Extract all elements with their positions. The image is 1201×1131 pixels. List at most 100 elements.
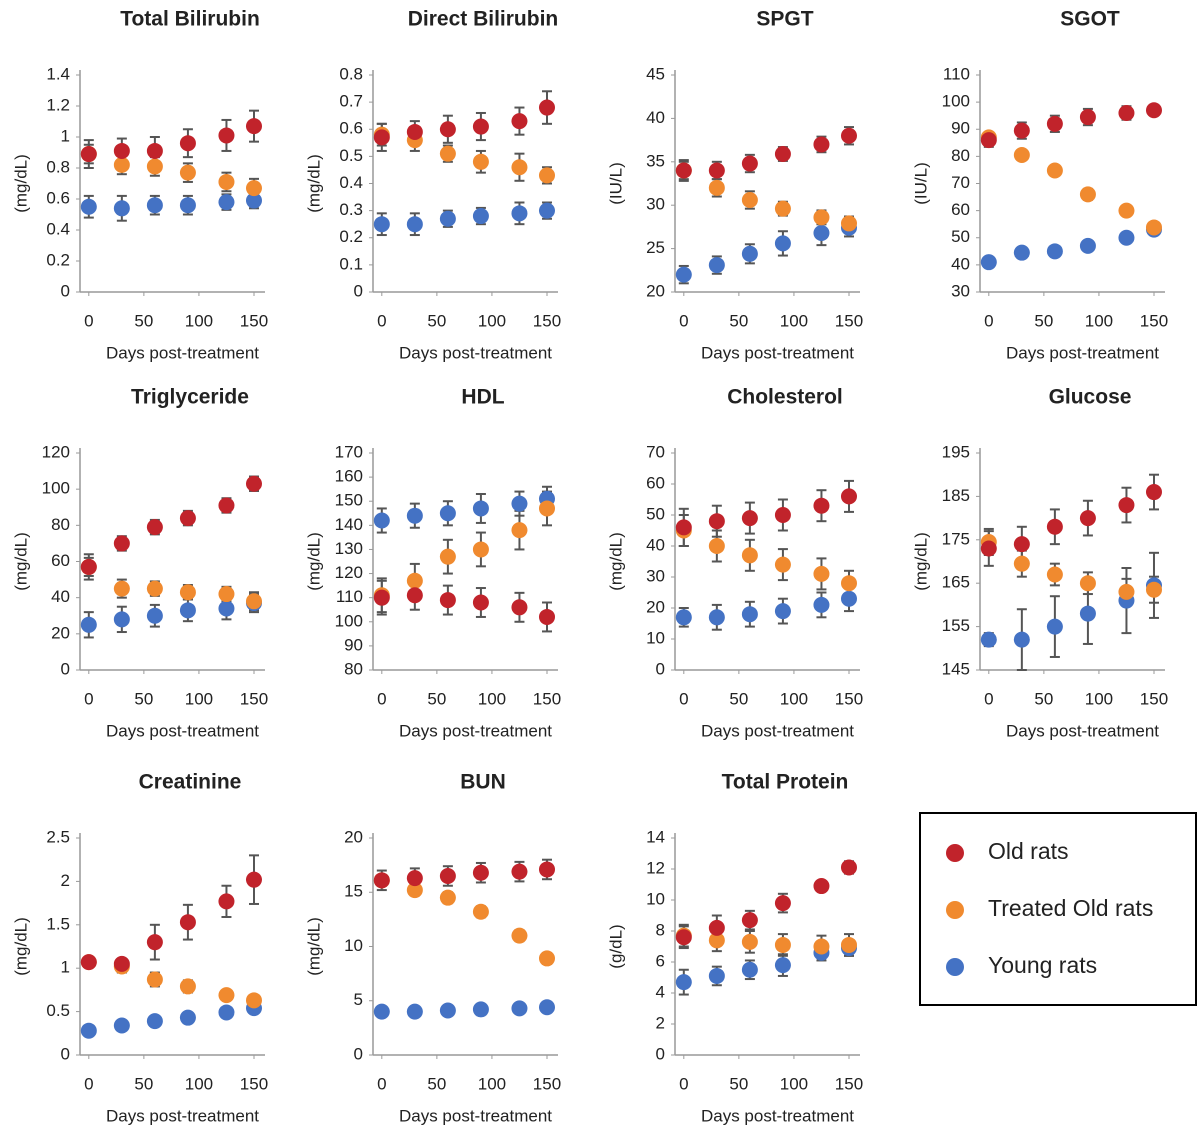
x-tick-label: 0 xyxy=(84,1074,93,1093)
data-point: Young rats xyxy=(1079,605,1096,622)
data-point: Old rats xyxy=(146,934,163,951)
data-point: Old rats xyxy=(406,123,423,140)
data-point: Young rats xyxy=(708,257,725,274)
x-tick-label: 150 xyxy=(835,689,863,708)
y-tick-label: 60 xyxy=(951,200,970,219)
data-point: Old rats xyxy=(80,954,97,971)
data-point: Old rats xyxy=(373,872,390,889)
data-point: Treated Old rats xyxy=(511,927,528,944)
y-tick-label: 195 xyxy=(942,442,970,461)
data-point: Young rats xyxy=(113,611,130,628)
y-tick-label: 20 xyxy=(51,623,70,642)
data-point: Young rats xyxy=(472,208,489,225)
data-point: Young rats xyxy=(511,1000,528,1017)
chart-title: Creatinine xyxy=(139,771,242,794)
data-point: Treated Old rats xyxy=(1079,575,1096,592)
y-axis-label: (IU/L) xyxy=(606,162,625,205)
y-tick-label: 0.6 xyxy=(46,188,70,207)
x-tick-label: 50 xyxy=(134,311,153,330)
y-tick-label: 45 xyxy=(646,64,665,83)
data-point: Old rats xyxy=(245,871,262,888)
data-point: Old rats xyxy=(373,589,390,606)
y-tick-label: 0.2 xyxy=(339,227,363,246)
x-axis-label: Days post-treatment xyxy=(1006,343,1159,362)
data-point: Treated Old rats xyxy=(538,500,555,517)
data-point: Old rats xyxy=(511,863,528,880)
data-point: Treated Old rats xyxy=(511,522,528,539)
y-tick-label: 2 xyxy=(61,871,70,890)
legend-marker xyxy=(946,958,964,976)
x-axis-label: Days post-treatment xyxy=(701,343,854,362)
y-tick-label: 30 xyxy=(951,281,970,300)
y-tick-label: 25 xyxy=(646,238,665,257)
data-point: Treated Old rats xyxy=(113,580,130,597)
y-tick-label: 80 xyxy=(344,659,363,678)
data-point: Old rats xyxy=(146,519,163,536)
data-point: Treated Old rats xyxy=(774,556,791,573)
x-tick-label: 100 xyxy=(1085,311,1113,330)
data-point: Old rats xyxy=(538,99,555,116)
data-point: Old rats xyxy=(774,145,791,162)
y-tick-label: 175 xyxy=(942,529,970,548)
data-point: Young rats xyxy=(675,609,692,626)
data-point: Young rats xyxy=(179,1009,196,1026)
y-tick-label: 0 xyxy=(354,1044,363,1063)
data-point: Old rats xyxy=(218,497,235,514)
y-tick-label: 4 xyxy=(656,982,665,1001)
x-tick-label: 100 xyxy=(185,1074,213,1093)
data-point: Treated Old rats xyxy=(813,938,830,955)
y-tick-label: 90 xyxy=(344,635,363,654)
y-axis-label: (mg/dL) xyxy=(304,532,323,591)
y-tick-label: 0.8 xyxy=(339,64,363,83)
data-point: Treated Old rats xyxy=(1145,581,1162,598)
data-point: Young rats xyxy=(774,235,791,252)
data-point: Young rats xyxy=(980,254,997,271)
x-tick-label: 0 xyxy=(377,1074,386,1093)
chart-title: BUN xyxy=(460,771,506,794)
y-axis-label: (mg/dL) xyxy=(11,154,30,213)
data-point: Young rats xyxy=(708,609,725,626)
y-tick-label: 1 xyxy=(61,126,70,145)
x-tick-label: 100 xyxy=(478,1074,506,1093)
x-axis-label: Days post-treatment xyxy=(399,721,552,740)
data-point: Young rats xyxy=(406,216,423,233)
y-axis-label: (mg/dL) xyxy=(606,532,625,591)
y-axis-label: (mg/dL) xyxy=(11,917,30,976)
data-point: Treated Old rats xyxy=(538,950,555,967)
data-point: Old rats xyxy=(1145,102,1162,119)
y-tick-label: 0 xyxy=(61,659,70,678)
data-point: Old rats xyxy=(179,510,196,527)
chart-title: HDL xyxy=(461,386,504,409)
data-point: Old rats xyxy=(472,118,489,135)
data-point: Young rats xyxy=(1046,618,1063,635)
data-point: Young rats xyxy=(1013,244,1030,261)
data-point: Old rats xyxy=(245,118,262,135)
data-point: Old rats xyxy=(146,142,163,159)
y-axis-label: (mg/dL) xyxy=(911,532,930,591)
y-tick-label: 0 xyxy=(61,1044,70,1063)
data-point: Old rats xyxy=(1079,109,1096,126)
data-point: Old rats xyxy=(406,870,423,887)
data-point: Old rats xyxy=(1079,510,1096,527)
x-tick-label: 0 xyxy=(84,689,93,708)
y-tick-label: 0.3 xyxy=(339,200,363,219)
x-axis-label: Days post-treatment xyxy=(701,721,854,740)
chart-title: Total Protein xyxy=(722,771,849,794)
data-point: Old rats xyxy=(439,867,456,884)
data-point: Young rats xyxy=(406,1003,423,1020)
data-point: Treated Old rats xyxy=(472,903,489,920)
data-point: Treated Old rats xyxy=(218,987,235,1004)
y-tick-label: 10 xyxy=(344,936,363,955)
data-point: Old rats xyxy=(741,155,758,172)
x-tick-label: 0 xyxy=(984,311,993,330)
data-point: Old rats xyxy=(179,914,196,931)
x-tick-label: 100 xyxy=(185,689,213,708)
y-tick-label: 90 xyxy=(951,119,970,138)
data-point: Old rats xyxy=(218,893,235,910)
data-point: Old rats xyxy=(373,129,390,146)
y-tick-label: 165 xyxy=(942,573,970,592)
legend-marker xyxy=(946,844,964,862)
data-point: Treated Old rats xyxy=(439,145,456,162)
y-tick-label: 20 xyxy=(344,827,363,846)
x-tick-label: 50 xyxy=(134,1074,153,1093)
